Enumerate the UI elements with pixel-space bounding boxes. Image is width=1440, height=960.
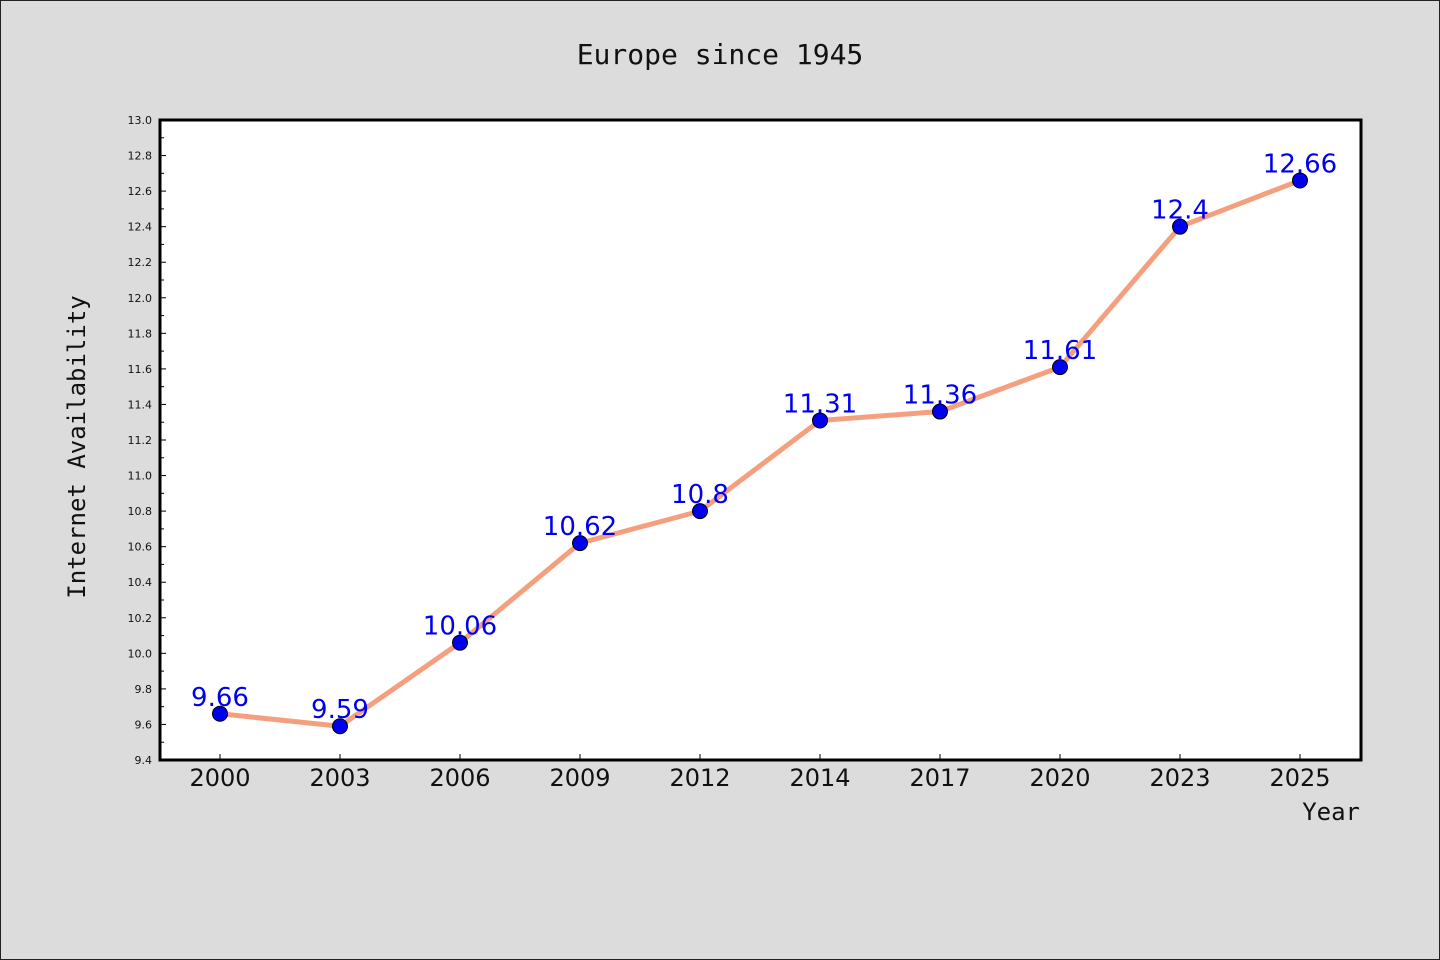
y-axis-label: Internet Availability xyxy=(63,295,91,598)
y-tick-label: 10.0 xyxy=(128,647,153,660)
data-label: 10.06 xyxy=(423,612,497,642)
x-tick-label: 2003 xyxy=(309,764,370,792)
y-tick-label: 12.4 xyxy=(128,221,153,234)
plot-area xyxy=(158,118,1363,762)
data-point-marker xyxy=(572,535,588,552)
chart-title: Europe since 1945 xyxy=(577,38,864,71)
data-label: 10.62 xyxy=(543,512,617,542)
x-tick-label: 2014 xyxy=(789,764,850,792)
data-label: 12.66 xyxy=(1263,149,1337,179)
x-tick-label: 2020 xyxy=(1029,764,1090,792)
y-tick-label: 11.2 xyxy=(128,434,153,447)
data-label: 11.36 xyxy=(903,381,977,411)
y-tick-label: 11.4 xyxy=(128,398,153,411)
data-point-marker xyxy=(932,403,948,420)
y-tick-label: 9.8 xyxy=(135,683,153,696)
y-tick-label: 9.4 xyxy=(135,754,153,767)
data-label: 10.8 xyxy=(671,480,729,510)
data-label: 11.61 xyxy=(1023,336,1097,366)
data-point-marker xyxy=(1292,172,1308,189)
x-tick-label: 2017 xyxy=(909,764,970,792)
series-group: 9.66 9.59 10.06 10.62 10.8 11.31 11.36 11.61 12.… xyxy=(191,149,1337,735)
data-label: 9.59 xyxy=(311,695,369,725)
y-tick-label: 11.0 xyxy=(128,470,153,483)
y-axis: 9.4 9.6 9.8 10.0 10.2 10.4 10.6 10.8 11.0 11.2 11.… xyxy=(128,114,166,767)
data-label: 11.31 xyxy=(783,389,857,419)
y-tick-label: 12.8 xyxy=(128,150,153,163)
y-tick-label: 13.0 xyxy=(128,114,153,127)
data-point-marker xyxy=(212,705,228,722)
x-tick-label: 2000 xyxy=(189,764,250,792)
data-label: 9.66 xyxy=(191,683,249,713)
data-point-marker xyxy=(692,503,708,520)
x-axis: 2000 2003 2006 2009 2012 2014 2017 2020 2023 2025 xyxy=(189,754,1331,792)
data-point-marker xyxy=(332,718,348,735)
y-tick-label: 9.6 xyxy=(135,718,153,731)
x-tick-label: 2023 xyxy=(1149,764,1210,792)
y-tick-label: 10.6 xyxy=(128,541,153,554)
data-label: 12.4 xyxy=(1151,196,1209,226)
data-point-marker xyxy=(812,412,828,429)
y-tick-label: 10.8 xyxy=(128,505,153,518)
x-tick-label: 2009 xyxy=(549,764,610,792)
x-tick-label: 2012 xyxy=(669,764,730,792)
y-tick-label: 12.2 xyxy=(128,256,153,269)
data-point-marker xyxy=(1172,218,1188,235)
data-point-marker xyxy=(452,634,468,651)
x-axis-label: Year xyxy=(1302,798,1360,826)
series-line xyxy=(217,177,1303,729)
y-tick-label: 11.8 xyxy=(128,327,153,340)
y-tick-label: 10.2 xyxy=(128,612,153,625)
y-tick-label: 10.4 xyxy=(128,576,153,589)
y-tick-label: 12.0 xyxy=(128,292,153,305)
y-tick-label: 12.6 xyxy=(128,185,153,198)
x-tick-label: 2006 xyxy=(429,764,490,792)
x-tick-label: 2025 xyxy=(1269,764,1330,792)
y-tick-label: 11.6 xyxy=(128,363,153,376)
data-point-marker xyxy=(1052,359,1068,376)
